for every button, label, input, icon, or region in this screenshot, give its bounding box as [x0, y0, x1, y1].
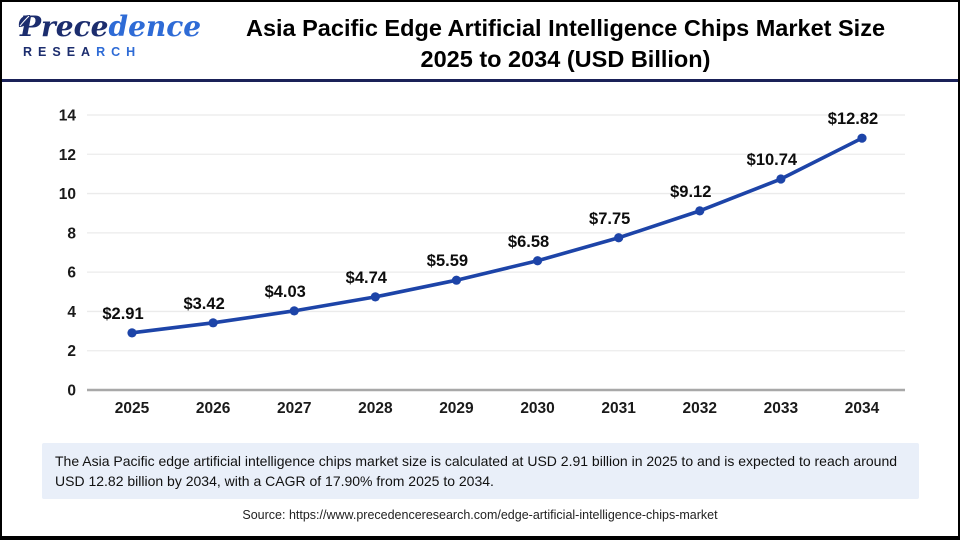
y-tick-label: 12: [59, 147, 76, 164]
y-tick-label: 10: [59, 186, 76, 203]
x-tick-label: 2029: [439, 400, 474, 417]
data-point-2032: [695, 206, 705, 216]
x-tick-label: 2025: [115, 400, 150, 417]
x-tick-label: 2027: [277, 400, 311, 417]
y-tick-label: 8: [67, 225, 76, 242]
x-tick-label: 2026: [196, 400, 231, 417]
logo-brand-text: Precedence: [18, 13, 201, 41]
chart-title-line1: Asia Pacific Edge Artificial Intelligenc…: [245, 15, 886, 41]
data-label-2028: $4.74: [346, 269, 388, 287]
data-label-2032: $9.12: [670, 183, 711, 201]
header: Precedence RESEARCH Asia Pacific Edge Ar…: [2, 2, 958, 82]
data-point-2030: [532, 256, 543, 266]
y-tick-label: 0: [67, 383, 76, 400]
x-tick-label: 2033: [764, 400, 799, 417]
logo-research-text: RESEARCH: [23, 45, 142, 59]
data-label-2027: $4.03: [265, 283, 306, 301]
x-tick-label: 2030: [520, 400, 554, 417]
y-tick-label: 2: [67, 343, 76, 360]
chart-title: Asia Pacific Edge Artificial Intelligenc…: [187, 13, 944, 75]
data-label-2026: $3.42: [183, 295, 224, 313]
data-point-2031: [614, 233, 624, 243]
data-point-2027: [289, 306, 299, 316]
data-label-2030: $6.58: [508, 233, 549, 251]
line-chart: 0 2 4 6 8 10 12 14 2025 2026 2027 2028 2029 2030 2031 2…: [2, 86, 958, 436]
x-tick-label: 2032: [683, 400, 717, 417]
chart-title-line2: 2025 to 2034 (USD Billion): [420, 46, 711, 72]
x-tick-label: 2034: [845, 400, 880, 417]
data-label-2031: $7.75: [589, 210, 630, 228]
series-line: [130, 136, 864, 335]
data-point-2026: [208, 318, 218, 328]
data-point-2033: [776, 174, 786, 184]
data-label-2029: $5.59: [427, 252, 468, 270]
x-tick-label: 2031: [601, 400, 636, 417]
leaf-icon: [17, 6, 31, 34]
data-point-2034: [857, 133, 867, 143]
y-tick-label: 14: [59, 108, 77, 125]
data-point-2025: [127, 328, 137, 338]
data-label-2025: $2.91: [102, 305, 143, 323]
data-point-2028: [370, 292, 380, 302]
market-chart-svg: 0 2 4 6 8 10 12 14 2025 2026 2027 2028 2029 2030 2031 2…: [59, 108, 905, 417]
precedence-research-logo: Precedence RESEARCH: [18, 13, 201, 59]
source-line: Source: https://www.precedenceresearch.c…: [242, 508, 718, 522]
data-label-2034: $12.82: [828, 110, 878, 128]
y-tick-label: 4: [67, 304, 76, 321]
data-point-2029: [451, 275, 462, 285]
summary-box: The Asia Pacific edge artificial intelli…: [42, 443, 919, 499]
x-tick-label: 2028: [358, 400, 393, 417]
summary-text: The Asia Pacific edge artificial intelli…: [55, 453, 898, 490]
data-label-2033: $10.74: [747, 151, 798, 169]
y-tick-label: 6: [67, 265, 76, 282]
